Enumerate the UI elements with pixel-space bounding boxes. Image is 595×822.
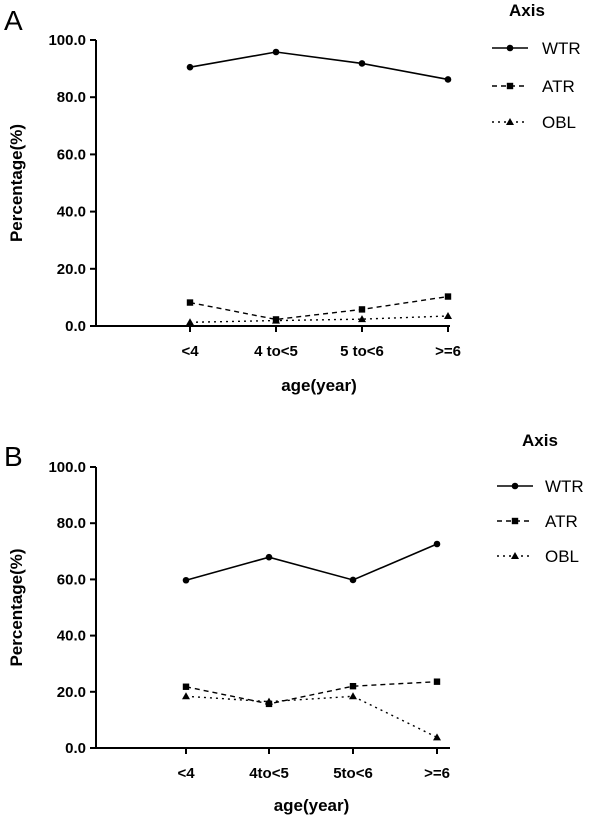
x-axis-title: age(year)	[274, 796, 350, 815]
y-tick-label: 80.0	[57, 515, 86, 532]
x-tick-label: 5 to<6	[340, 343, 384, 360]
legend-title: Axis	[522, 431, 558, 450]
data-point-atr	[358, 306, 366, 313]
legend-label-atr: ATR	[542, 77, 575, 96]
y-axis-title: Percentage(%)	[7, 548, 26, 666]
x-tick-label: >=6	[424, 765, 450, 782]
series-line-atr	[189, 295, 449, 321]
panel-a: A 0.0 20.0 40.0 60.0 80.0 100.0 <4 4 to<5 5 to<6 >…	[4, 1, 581, 395]
legend-marker-obl	[506, 118, 514, 125]
data-point-wtr	[265, 553, 273, 561]
x-tick-label: 4to<5	[249, 765, 289, 782]
data-point-atr	[182, 683, 190, 690]
y-tick-label: 20.0	[57, 261, 86, 278]
legend-label-obl: OBL	[545, 547, 579, 566]
data-point-atr	[186, 299, 194, 306]
data-point-wtr	[182, 576, 190, 584]
series-line-obl	[185, 695, 438, 738]
x-tick-label: 5to<6	[333, 765, 373, 782]
data-point-atr	[349, 682, 357, 690]
data-point-wtr	[433, 540, 441, 548]
legend-title: Axis	[509, 1, 545, 20]
y-tick-label: 20.0	[57, 684, 86, 701]
series-line-obl	[189, 315, 449, 323]
y-tick-label: 60.0	[57, 146, 86, 163]
data-point-obl	[444, 311, 452, 319]
y-tick-label: 100.0	[48, 459, 86, 476]
data-point-wtr	[186, 63, 194, 71]
panel-letter: A	[4, 5, 23, 36]
data-point-atr	[433, 678, 441, 685]
panel-b: B 0.0 20.0 40.0 60.0 80.0 100.0 <4 4to<5 5to<6 >=6…	[4, 431, 584, 815]
legend-marker-obl	[511, 552, 519, 559]
legend-marker-atr	[506, 82, 514, 90]
series-line-wtr	[185, 543, 438, 582]
data-point-wtr	[349, 576, 357, 584]
y-tick-label: 0.0	[65, 740, 86, 757]
data-point-atr	[444, 293, 452, 300]
x-tick-label: <4	[181, 343, 199, 360]
y-axis-title: Percentage(%)	[7, 124, 26, 242]
series-line-atr	[185, 680, 438, 705]
legend-marker-wtr	[511, 482, 519, 490]
y-tick-label: 0.0	[65, 318, 86, 335]
legend-label-atr: ATR	[545, 512, 578, 531]
x-tick-label: >=6	[435, 343, 461, 360]
y-tick-label: 40.0	[57, 628, 86, 645]
y-tick-label: 40.0	[57, 204, 86, 221]
data-point-obl	[358, 315, 366, 323]
data-point-obl	[182, 692, 190, 700]
series-line-wtr	[189, 51, 449, 81]
legend-marker-wtr	[506, 44, 514, 52]
data-point-wtr	[444, 76, 452, 83]
data-point-wtr	[272, 48, 280, 56]
data-point-wtr	[358, 60, 366, 67]
data-point-obl	[349, 692, 357, 700]
data-point-obl	[433, 733, 441, 741]
data-point-obl	[272, 316, 280, 324]
panel-letter: B	[4, 441, 23, 472]
y-tick-label: 100.0	[48, 32, 86, 49]
x-tick-label: <4	[177, 765, 195, 782]
legend-label-wtr: WTR	[542, 39, 581, 58]
legend-label-obl: OBL	[542, 113, 576, 132]
data-point-obl	[265, 697, 273, 705]
y-tick-label: 60.0	[57, 571, 86, 588]
x-tick-label: 4 to<5	[254, 343, 298, 360]
legend-label-wtr: WTR	[545, 477, 584, 496]
x-axis-title: age(year)	[281, 376, 357, 395]
y-tick-label: 80.0	[57, 89, 86, 106]
data-point-obl	[186, 318, 194, 326]
legend-marker-atr	[511, 517, 519, 525]
